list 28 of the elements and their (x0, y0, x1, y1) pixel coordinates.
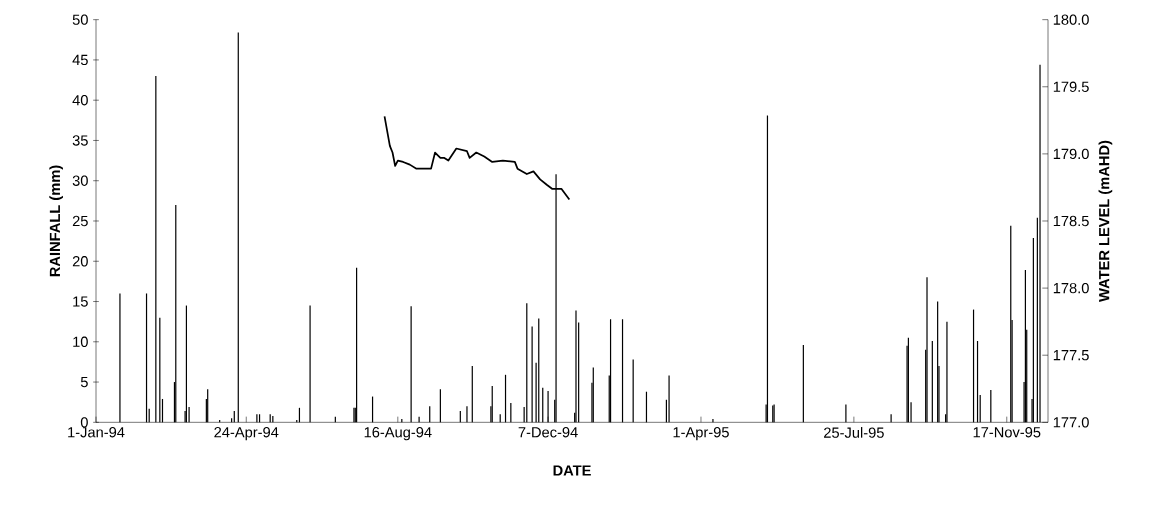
x-tick-label: 16-Aug-94 (364, 427, 432, 441)
y-tick-label: 45 (72, 54, 88, 66)
y2-tick-label: 179.5 (1053, 81, 1089, 92)
y-tick-label: 20 (72, 256, 88, 267)
y-tick-label: 30 (72, 175, 88, 186)
y-tick-label: 15 (73, 296, 88, 307)
x-tick-label: 1-Jan-94 (68, 427, 125, 438)
y2-tick-label: 177.0 (1053, 417, 1089, 428)
y-tick-label: 35 (72, 135, 88, 146)
y2-axis-title: WATER LEVEL (mAHD) (1098, 140, 1113, 302)
y-tick-label: 0 (80, 417, 88, 428)
y-tick-label: 50 (72, 14, 88, 25)
y-tick-label: 25 (72, 215, 88, 227)
y2-tick-label: 178.5 (1053, 215, 1089, 227)
y2-tick-label: 178.0 (1053, 282, 1089, 294)
x-tick-label: 24-Apr-94 (214, 427, 279, 441)
x-tick-label: 1-Apr-95 (673, 427, 729, 441)
x-tick-label: 7-Dec-94 (518, 427, 578, 438)
x-axis-title: DATE (553, 465, 591, 476)
y2-tick-label: 179.0 (1053, 148, 1089, 160)
y2-tick-label: 180.0 (1053, 14, 1089, 25)
y-tick-label: 40 (72, 95, 88, 106)
y-tick-label: 10 (73, 336, 88, 347)
x-tick-label: 17-Nov-95 (973, 427, 1041, 438)
y-axis-title: RAINFALL (mm) (49, 165, 63, 277)
x-tick-label: 25-Jul-95 (824, 427, 884, 438)
y-tick-label: 5 (80, 376, 88, 388)
y2-tick-label: 177.5 (1053, 350, 1089, 361)
